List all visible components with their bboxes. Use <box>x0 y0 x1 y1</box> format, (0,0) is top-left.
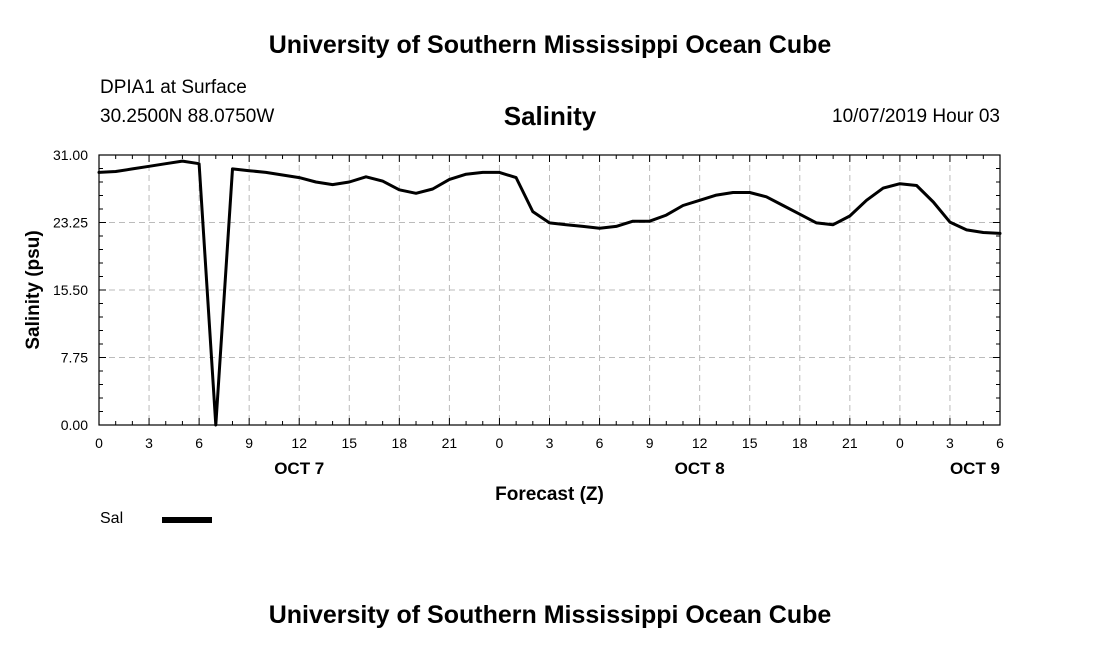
x-tick-label: 0 <box>896 435 904 451</box>
x-tick-label: 3 <box>546 435 554 451</box>
y-tick-label: 31.00 <box>53 147 88 163</box>
coordinates-label: 30.2500N 88.0750W <box>100 106 275 127</box>
y-tick-label: 15.50 <box>53 282 88 298</box>
x-tick-label: 9 <box>245 435 253 451</box>
x-tick-label: 9 <box>646 435 654 451</box>
grid <box>99 155 1000 425</box>
x-tick-label: 12 <box>692 435 708 451</box>
x-tick-label: 0 <box>496 435 504 451</box>
day-label: OCT 7 <box>274 459 324 478</box>
legend-swatch <box>162 517 212 523</box>
y-tick-label: 0.00 <box>61 417 88 433</box>
legend-label: Sal <box>100 510 124 527</box>
plot-frame <box>98 154 1001 426</box>
y-tick-label: 7.75 <box>61 350 88 366</box>
x-tick-label: 15 <box>341 435 357 451</box>
y-tick-label: 23.25 <box>53 215 88 231</box>
x-tick-label: 6 <box>195 435 203 451</box>
day-label: OCT 8 <box>675 459 725 478</box>
x-tick-label: 6 <box>996 435 1004 451</box>
x-tick-label: 18 <box>392 435 408 451</box>
series-layer <box>97 159 1002 427</box>
x-tick-label: 12 <box>291 435 307 451</box>
x-tick-label: 18 <box>792 435 808 451</box>
x-tick-label: 21 <box>842 435 858 451</box>
y-axis-title: Salinity (psu) <box>23 230 44 349</box>
series-line-sal <box>97 159 1002 427</box>
x-tick-label: 15 <box>742 435 758 451</box>
x-tick-label: 6 <box>596 435 604 451</box>
x-tick-label: 0 <box>95 435 103 451</box>
x-axis-title: Forecast (Z) <box>495 484 604 505</box>
chart-title: Salinity <box>503 101 597 131</box>
header-title: University of Southern Mississippi Ocean… <box>268 31 832 59</box>
station-label: DPIA1 at Surface <box>100 77 247 98</box>
day-labels: OCT 7 OCT 8 OCT 9 <box>274 459 1000 478</box>
x-axis-ticks: 0 3 6 9 12 15 18 21 0 3 6 9 12 15 18 21 0 3 6 <box>95 435 1004 451</box>
y-axis-ticks: 0.00 7.75 15.50 23.25 31.00 <box>53 147 88 433</box>
x-tick-label: 21 <box>442 435 458 451</box>
x-tick-label: 3 <box>946 435 954 451</box>
day-label: OCT 9 <box>950 459 1000 478</box>
footer-title: University of Southern Mississippi Ocean… <box>268 601 832 629</box>
x-tick-label: 3 <box>145 435 153 451</box>
forecast-datetime: 10/07/2019 Hour 03 <box>832 106 1000 127</box>
